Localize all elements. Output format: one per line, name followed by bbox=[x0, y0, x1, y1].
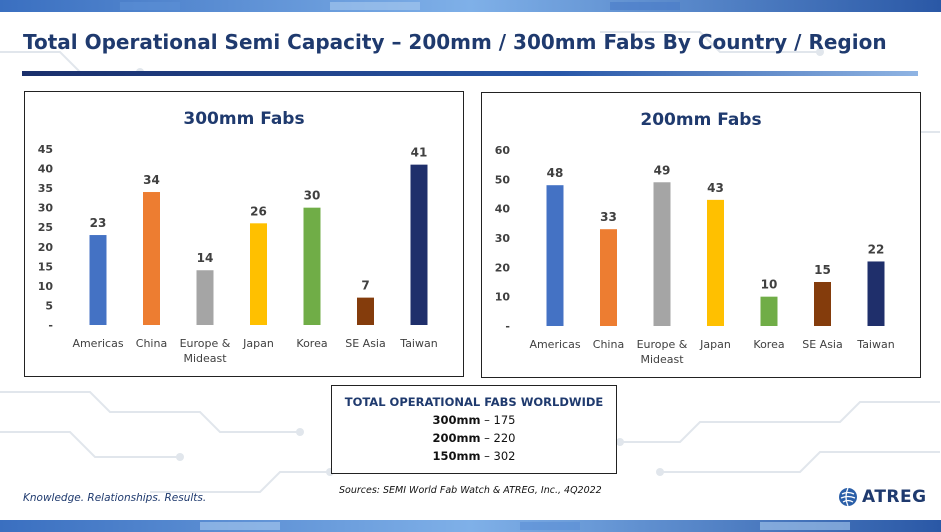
bar bbox=[196, 270, 214, 325]
data-label: 26 bbox=[250, 204, 267, 218]
totals-row-value: – 302 bbox=[484, 449, 516, 463]
y-tick-label: 40 bbox=[38, 163, 54, 176]
data-label: 22 bbox=[868, 242, 885, 256]
data-label: 23 bbox=[90, 216, 107, 230]
y-tick-label: 20 bbox=[38, 241, 54, 254]
y-tick-label: 40 bbox=[495, 203, 511, 216]
data-label: 10 bbox=[761, 278, 778, 292]
chart-title: 300mm Fabs bbox=[183, 109, 304, 129]
x-tick-label: SE Asia bbox=[345, 337, 385, 350]
chart-200mm: 200mm Fabs - 10 20 30 40 50 60 48 Americas 33 China… bbox=[495, 110, 895, 366]
data-label: 14 bbox=[197, 251, 214, 265]
bar bbox=[357, 297, 374, 325]
x-tick-label: Korea bbox=[296, 337, 327, 350]
y-tick-label: 10 bbox=[495, 291, 511, 304]
y-tick-label: 5 bbox=[45, 299, 53, 312]
data-label: 43 bbox=[707, 181, 724, 195]
footer-tagline: Knowledge. Relationships. Results. bbox=[23, 492, 207, 504]
data-label: 48 bbox=[547, 166, 564, 180]
x-tick-label: Taiwan bbox=[856, 338, 894, 351]
x-tick-label: Mideast bbox=[640, 353, 684, 366]
y-tick-label: - bbox=[48, 319, 53, 332]
chart-panel-200mm: 200mm Fabs - 10 20 30 40 50 60 48 Americas 33 China… bbox=[481, 92, 921, 378]
bottom-decor-stripe bbox=[0, 520, 941, 532]
totals-row-300mm: 300mm – 175 bbox=[332, 413, 616, 427]
totals-box: TOTAL OPERATIONAL FABS WORLDWIDE 300mm –… bbox=[331, 385, 617, 474]
chart-panel-300mm: 300mm Fabs - 5 10 15 20 25 30 35 40 45 23 Americas 34… bbox=[24, 91, 464, 377]
totals-row-value: – 220 bbox=[484, 431, 516, 445]
data-label: 7 bbox=[361, 279, 369, 293]
chart-title: 200mm Fabs bbox=[640, 110, 761, 130]
totals-row-150mm: 150mm – 302 bbox=[332, 449, 616, 463]
totals-row-200mm: 200mm – 220 bbox=[332, 431, 616, 445]
y-tick-label: 50 bbox=[495, 173, 511, 186]
x-tick-label: China bbox=[136, 337, 167, 350]
bar bbox=[867, 261, 885, 326]
data-label: 30 bbox=[304, 189, 321, 203]
x-tick-label: SE Asia bbox=[802, 338, 842, 351]
bar bbox=[814, 282, 831, 326]
bar bbox=[143, 192, 160, 325]
y-tick-label: - bbox=[505, 320, 510, 333]
totals-row-label: 300mm bbox=[432, 413, 481, 427]
totals-title: TOTAL OPERATIONAL FABS WORLDWIDE bbox=[344, 395, 604, 409]
y-tick-label: 35 bbox=[38, 182, 53, 195]
x-tick-label: Americas bbox=[529, 338, 580, 351]
totals-row-label: 200mm bbox=[432, 431, 481, 445]
globe-icon bbox=[839, 487, 857, 507]
x-tick-label: Europe & bbox=[180, 337, 231, 350]
y-tick-label: 15 bbox=[38, 260, 53, 273]
bar bbox=[410, 164, 428, 325]
slide-title: Total Operational Semi Capacity – 200mm … bbox=[23, 30, 887, 54]
y-tick-label: 20 bbox=[495, 261, 511, 274]
atreg-logo: ATREG bbox=[838, 487, 927, 507]
totals-row-value: – 175 bbox=[484, 413, 516, 427]
x-tick-label: Korea bbox=[753, 338, 784, 351]
bar bbox=[303, 207, 321, 325]
x-tick-label: Japan bbox=[242, 337, 274, 350]
bar bbox=[546, 185, 564, 326]
y-tick-label: 45 bbox=[38, 143, 53, 156]
chart-300mm: 300mm Fabs - 5 10 15 20 25 30 35 40 45 23 Americas 34… bbox=[38, 109, 438, 365]
x-tick-label: Europe & bbox=[637, 338, 688, 351]
bar bbox=[89, 235, 107, 325]
data-label: 15 bbox=[814, 263, 831, 277]
bar bbox=[250, 223, 267, 325]
top-decor-stripe bbox=[0, 0, 941, 12]
y-tick-label: 25 bbox=[38, 221, 53, 234]
x-tick-label: Mideast bbox=[183, 352, 227, 365]
data-label: 41 bbox=[411, 146, 428, 160]
footer-source: Sources: SEMI World Fab Watch & ATREG, I… bbox=[339, 485, 602, 496]
bar bbox=[760, 296, 778, 326]
logo-text: ATREG bbox=[862, 487, 927, 507]
data-label: 49 bbox=[654, 163, 671, 177]
totals-row-label: 150mm bbox=[432, 449, 481, 463]
x-tick-label: Americas bbox=[72, 337, 123, 350]
y-tick-label: 10 bbox=[38, 280, 54, 293]
data-label: 33 bbox=[600, 210, 617, 224]
bar bbox=[653, 182, 671, 326]
bar bbox=[707, 199, 724, 326]
x-tick-label: Taiwan bbox=[399, 337, 437, 350]
y-tick-label: 60 bbox=[495, 144, 511, 157]
bar bbox=[600, 229, 617, 326]
title-underline bbox=[22, 71, 918, 76]
x-tick-label: China bbox=[593, 338, 624, 351]
x-tick-label: Japan bbox=[699, 338, 731, 351]
y-tick-label: 30 bbox=[495, 232, 511, 245]
y-tick-label: 30 bbox=[38, 202, 54, 215]
data-label: 34 bbox=[143, 173, 160, 187]
